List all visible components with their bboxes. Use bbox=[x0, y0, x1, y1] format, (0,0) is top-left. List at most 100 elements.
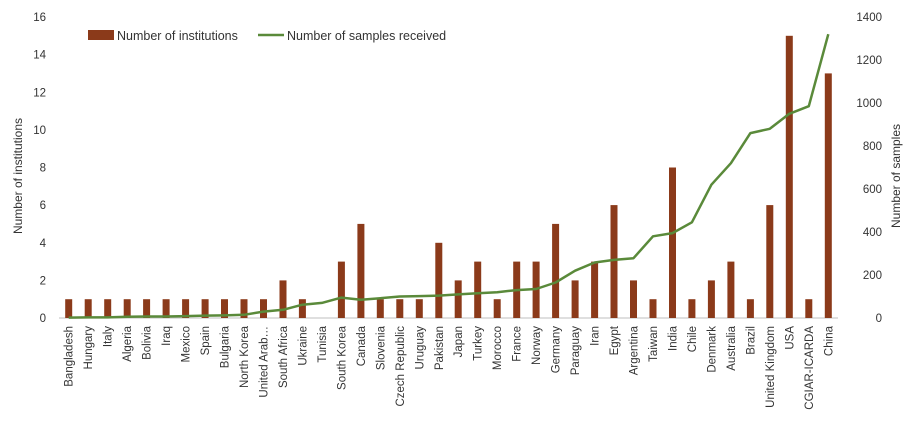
category-label: Paraguay bbox=[570, 326, 582, 375]
category-label: Algeria bbox=[122, 325, 134, 361]
legend-label-samples: Number of samples received bbox=[287, 29, 446, 43]
category-label: Spain bbox=[200, 326, 212, 355]
bar-institutions-27 bbox=[591, 261, 599, 318]
category-label: France bbox=[512, 326, 524, 362]
bar-institutions-19 bbox=[435, 242, 443, 319]
bar-institutions-32 bbox=[688, 299, 696, 318]
category-label: Ukraine bbox=[297, 326, 309, 366]
bar-institutions-28 bbox=[610, 205, 618, 318]
legend: Number of institutions Number of samples… bbox=[88, 29, 446, 43]
right-tick-label: 0 bbox=[876, 313, 882, 325]
category-label: United Arab… bbox=[259, 326, 271, 398]
bar-institutions-38 bbox=[805, 299, 813, 318]
left-axis-ticks: 0 2 4 6 8 10 12 14 16 bbox=[33, 12, 46, 325]
bar-institutions-3 bbox=[123, 299, 131, 318]
bar-institutions-11 bbox=[279, 280, 287, 318]
right-axis-title: Number of samples bbox=[889, 124, 903, 228]
category-label: South Korea bbox=[336, 325, 348, 390]
bar-institutions-33 bbox=[707, 280, 715, 318]
bar-institutions-7 bbox=[201, 299, 209, 318]
bar-series bbox=[65, 35, 832, 319]
category-label: Iran bbox=[590, 326, 602, 346]
right-axis-ticks: 0 200 400 600 800 1000 1200 1400 bbox=[856, 12, 882, 325]
right-tick-label: 400 bbox=[863, 227, 882, 239]
right-tick-label: 1400 bbox=[856, 12, 882, 24]
bar-institutions-25 bbox=[552, 223, 560, 318]
category-label: Canada bbox=[356, 325, 368, 366]
right-tick-label: 1000 bbox=[856, 98, 882, 110]
category-label: Hungary bbox=[83, 326, 95, 370]
bar-institutions-10 bbox=[260, 299, 267, 318]
bar-institutions-37 bbox=[785, 35, 793, 319]
category-label: Denmark bbox=[706, 326, 718, 373]
left-tick-label: 4 bbox=[40, 238, 47, 250]
category-label: North Korea bbox=[239, 325, 251, 388]
category-label: Morocco bbox=[492, 326, 504, 370]
bar-institutions-5 bbox=[162, 299, 170, 318]
bar-institutions-34 bbox=[727, 261, 735, 318]
bar-institutions-16 bbox=[376, 299, 384, 318]
left-tick-label: 12 bbox=[33, 87, 46, 99]
bar-institutions-14 bbox=[337, 261, 345, 318]
bar-institutions-1 bbox=[84, 299, 92, 318]
bar-institutions-30 bbox=[649, 299, 657, 318]
category-label: China bbox=[823, 325, 835, 356]
right-tick-label: 600 bbox=[863, 184, 882, 196]
bar-institutions-22 bbox=[493, 299, 501, 318]
left-axis-title: Number of institutions bbox=[11, 118, 25, 234]
category-label: CGIAR-ICARDA bbox=[804, 326, 816, 410]
category-labels: Bangladesh Hungary Italy Algeria Bolivia Iraq… bbox=[64, 325, 836, 409]
right-tick-label: 800 bbox=[863, 141, 882, 153]
category-label: Italy bbox=[103, 326, 115, 347]
category-label: Bulgaria bbox=[220, 325, 232, 368]
bar-institutions-31 bbox=[669, 167, 676, 318]
bar-institutions-12 bbox=[298, 299, 306, 318]
left-tick-label: 0 bbox=[40, 313, 46, 325]
category-label: Bangladesh bbox=[64, 326, 76, 387]
category-label: Chile bbox=[687, 326, 699, 352]
bar-institutions-35 bbox=[746, 299, 754, 318]
left-tick-label: 10 bbox=[33, 125, 46, 137]
bar-institutions-39 bbox=[824, 73, 832, 319]
left-tick-label: 8 bbox=[40, 163, 46, 175]
bar-institutions-2 bbox=[104, 299, 112, 318]
bar-institutions-9 bbox=[240, 299, 248, 318]
category-label: Czech Republic bbox=[395, 326, 407, 407]
category-label: India bbox=[668, 325, 680, 351]
bar-institutions-26 bbox=[571, 280, 579, 318]
bar-institutions-8 bbox=[221, 299, 228, 318]
category-label: Australia bbox=[726, 325, 738, 370]
category-label: Iraq bbox=[161, 326, 173, 346]
right-tick-label: 1200 bbox=[856, 55, 882, 67]
bar-institutions-6 bbox=[182, 299, 190, 318]
category-label: Tunisia bbox=[317, 325, 329, 362]
category-label: Germany bbox=[551, 326, 563, 374]
category-label: Slovenia bbox=[375, 325, 387, 370]
category-label: South Africa bbox=[278, 325, 290, 388]
line-series bbox=[68, 33, 830, 319]
category-label: United Kingdom bbox=[765, 326, 777, 408]
category-label: Pakistan bbox=[434, 326, 446, 370]
category-label: Japan bbox=[453, 326, 465, 357]
left-tick-label: 6 bbox=[40, 200, 46, 212]
right-tick-label: 200 bbox=[863, 270, 882, 282]
category-label: Norway bbox=[531, 326, 543, 365]
category-label: Mexico bbox=[181, 326, 193, 362]
category-label: Argentina bbox=[629, 325, 641, 375]
bar-institutions-29 bbox=[630, 280, 637, 318]
legend-label-institutions: Number of institutions bbox=[117, 29, 238, 43]
bar-institutions-18 bbox=[415, 299, 423, 318]
bar-institutions-4 bbox=[143, 299, 151, 318]
category-label: Egypt bbox=[609, 325, 621, 355]
category-label: Taiwan bbox=[648, 326, 660, 362]
left-tick-label: 2 bbox=[40, 275, 46, 287]
bar-institutions-17 bbox=[396, 299, 404, 318]
bar-institutions-15 bbox=[357, 223, 365, 318]
bar-institutions-21 bbox=[474, 261, 482, 318]
line-samples-received bbox=[68, 33, 830, 319]
category-label: Brazil bbox=[745, 326, 757, 355]
category-label: Bolivia bbox=[142, 325, 154, 359]
left-tick-label: 16 bbox=[33, 12, 46, 24]
category-label: Uruguay bbox=[414, 326, 426, 370]
